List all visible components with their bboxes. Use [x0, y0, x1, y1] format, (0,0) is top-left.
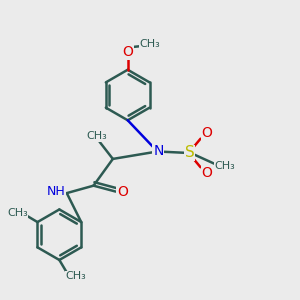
Text: CH₃: CH₃	[65, 271, 86, 281]
Text: CH₃: CH₃	[86, 131, 107, 141]
Text: O: O	[202, 126, 212, 140]
Text: CH₃: CH₃	[140, 40, 160, 50]
Text: O: O	[122, 45, 133, 59]
Text: S: S	[185, 146, 194, 160]
Text: CH₃: CH₃	[214, 161, 235, 171]
Text: N: N	[153, 144, 164, 158]
Text: NH: NH	[46, 185, 65, 198]
Text: O: O	[202, 166, 212, 180]
Text: O: O	[117, 184, 128, 199]
Text: CH₃: CH₃	[7, 208, 28, 218]
